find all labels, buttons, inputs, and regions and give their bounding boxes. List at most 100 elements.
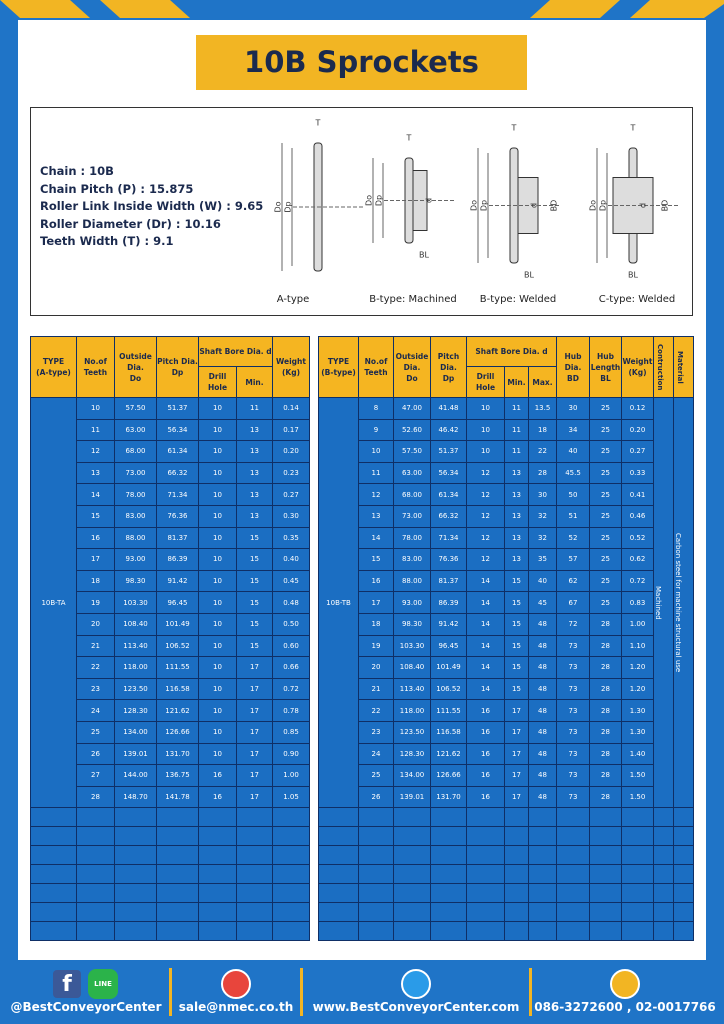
cell: 10 [198,591,237,614]
empty-cell [272,883,310,904]
line-icon[interactable]: LINE [88,969,118,999]
dim-label: Dp [375,195,384,206]
cell: 10 [198,418,237,442]
sub-header: Drill Hole [466,366,505,398]
cell: 28 [589,764,622,787]
cell: 17 [236,742,273,766]
empty-cell [621,845,654,866]
cell: 26 [358,785,394,809]
empty-cell [393,864,431,885]
cell: 20 [76,612,115,636]
empty-cell [466,864,505,885]
cell: 0.20 [621,418,654,442]
header-line: BL [600,373,611,383]
cell: 14 [466,591,505,614]
cell: 21 [358,677,394,701]
cell: 12 [466,548,505,571]
cell: 128.30 [393,742,431,766]
cell: 0.35 [272,526,310,550]
header-line: Dia. [403,362,421,372]
empty-cell [556,826,590,847]
side-text: Machined [654,585,663,620]
cell: 17 [504,720,529,744]
header-line: Length [590,362,621,372]
empty-cell [198,902,237,923]
cell: 66.32 [430,504,467,528]
dim-label: T [315,119,321,128]
cell: 52 [556,526,590,550]
empty-cell [76,826,115,847]
facebook-icon[interactable]: f [53,970,81,998]
cell: 126.66 [430,764,467,787]
social-handle[interactable]: @BestConveyorCenter [10,1000,162,1014]
cell: 52.60 [393,418,431,442]
header-line: TYPE [42,357,65,366]
empty-row [318,807,694,828]
empty-row [318,921,694,942]
empty-row [30,883,310,904]
cell: 10 [198,720,237,744]
cell: 15 [504,569,529,593]
empty-cell [393,883,431,904]
empty-cell [589,845,622,866]
dim-label: BL [524,271,534,280]
cell: 66.32 [156,461,199,485]
cell: 25 [589,548,622,571]
cell: 14 [466,677,505,701]
side-cell: Machined [653,396,674,809]
dim-label: Dp [284,201,293,212]
cell: 10 [198,397,237,420]
empty-cell [653,921,674,942]
data-row: 24 128.30 121.62 16 17 48 73 28 1.40 [319,742,694,766]
header-line: Outside [119,351,152,361]
cell: 13 [236,418,273,442]
cell: 25 [358,764,394,787]
data-row: 13 73.00 66.32 10 13 0.23 [31,461,310,485]
empty-cell [156,883,199,904]
header-line: BD [567,373,579,383]
cell: 0.60 [272,634,310,658]
cell: 17 [504,742,529,766]
cell: 1.20 [621,677,654,701]
type-cell: 10B-TA [30,396,77,809]
cell: 1.20 [621,656,654,679]
cell: 148.70 [114,785,157,809]
cell: 123.50 [114,677,157,701]
mail-icon[interactable] [221,969,251,999]
empty-cell [393,807,431,828]
cell: 0.50 [272,612,310,636]
dim-label: d [425,198,434,203]
cell: 10 [466,440,505,463]
cell: 91.42 [430,612,467,636]
cell: 1.10 [621,634,654,658]
cell: 13 [236,461,273,485]
sub-header: Min. [504,366,529,398]
cell: 139.01 [393,785,431,809]
cell: 13 [358,504,394,528]
email[interactable]: sale@nmec.co.th [178,1000,294,1014]
side-header: Contruction [653,336,674,398]
website[interactable]: www.BestConveyorCenter.com [312,1000,520,1014]
spec-line: Chain : 10B [40,164,114,178]
cell: 32 [528,504,557,528]
cell: 46.42 [430,418,467,442]
header-line: Do [129,373,142,383]
column-header: Weight (Kg) [272,336,310,398]
web-icon[interactable] [401,969,431,999]
cell: 13 [76,461,115,485]
cell: 1.40 [621,742,654,766]
header-line: No.of [84,357,107,366]
header-line: TYPE [327,357,350,366]
cell: 10 [198,612,237,636]
cell: 0.83 [621,591,654,614]
phone[interactable]: 086-3272600 , 02-0017766 [534,1000,716,1014]
empty-cell [30,845,77,866]
phone-icon[interactable] [610,969,640,999]
empty-cell [589,883,622,904]
empty-cell [430,883,467,904]
cell: 16 [466,699,505,722]
cell: 10 [198,483,237,506]
cell: 28 [589,742,622,766]
empty-cell [466,883,505,904]
side-text: Carbon steel for machine structural use [674,533,683,673]
